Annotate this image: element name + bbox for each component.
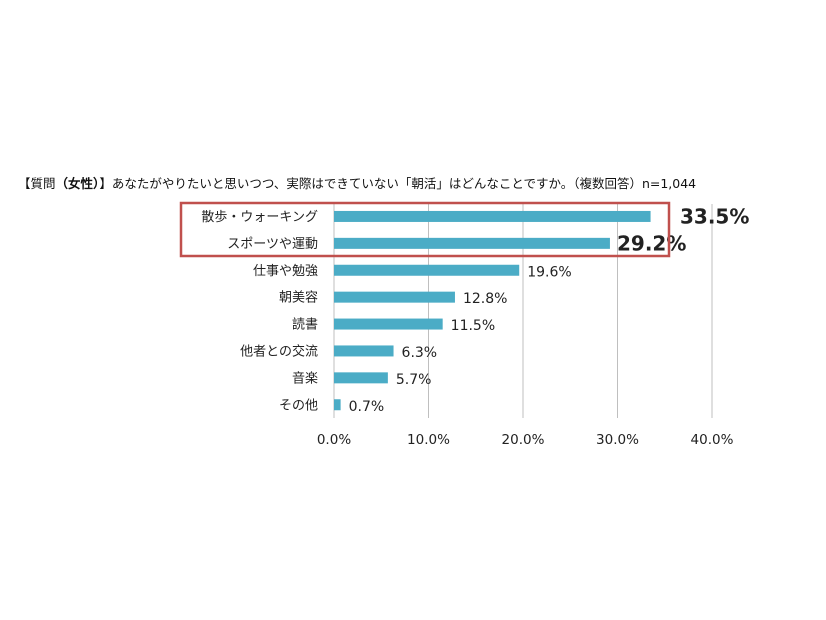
value-label: 5.7% bbox=[396, 372, 432, 388]
bars bbox=[334, 210, 651, 411]
category-label: その他 bbox=[279, 398, 318, 413]
category-label: スポーツや運動 bbox=[227, 237, 318, 252]
value-labels: 33.5% 29.2% 19.6% 12.8% 11.5% 6.3% 5.7% 0.7% bbox=[349, 204, 750, 414]
value-label: 11.5% bbox=[451, 318, 495, 334]
bar bbox=[334, 264, 520, 276]
x-tick-label: 0.0% bbox=[317, 432, 351, 448]
title-bracket-close: 】 bbox=[99, 176, 112, 191]
chart-title: 【質問（女性）】あなたがやりたいと思いつつ、実際はできていない「朝活」はどんなこ… bbox=[18, 173, 696, 192]
category-label: 読書 bbox=[292, 317, 318, 333]
bar bbox=[334, 399, 341, 411]
title-question: あなたがやりたいと思いつつ、実際はできていない「朝活」はどんなことですか。（複数… bbox=[111, 176, 697, 191]
bar bbox=[334, 318, 443, 330]
x-tick-label: 30.0% bbox=[596, 432, 639, 448]
highlight-box bbox=[179, 201, 671, 258]
x-tick-label: 20.0% bbox=[502, 432, 545, 448]
title-gender: 女性 bbox=[68, 176, 94, 191]
value-label: 29.2% bbox=[617, 231, 686, 255]
category-label: 音楽 bbox=[292, 370, 318, 386]
title-paren-close: ） bbox=[93, 176, 100, 191]
bar bbox=[334, 291, 455, 303]
x-axis-ticks: 0.0% 10.0% 20.0% 30.0% 40.0% bbox=[317, 432, 734, 448]
bar bbox=[334, 372, 388, 384]
value-label: 0.7% bbox=[349, 399, 385, 415]
category-label: 朝美容 bbox=[279, 290, 318, 306]
title-paren-open: （ bbox=[55, 176, 69, 191]
category-label: 他者との交流 bbox=[240, 343, 318, 359]
category-label: 仕事や勉強 bbox=[253, 264, 318, 279]
value-label: 33.5% bbox=[680, 204, 749, 228]
x-tick-label: 10.0% bbox=[407, 432, 450, 448]
bar bbox=[334, 345, 394, 357]
bar bbox=[334, 237, 610, 249]
value-label: 12.8% bbox=[463, 291, 507, 307]
bar bbox=[334, 210, 651, 222]
x-tick-label: 40.0% bbox=[691, 432, 734, 448]
category-label: 散歩・ウォーキング bbox=[201, 210, 318, 225]
value-label: 6.3% bbox=[402, 345, 438, 361]
title-bracket-open: 【質問 bbox=[18, 176, 56, 191]
value-label: 19.6% bbox=[527, 264, 571, 280]
